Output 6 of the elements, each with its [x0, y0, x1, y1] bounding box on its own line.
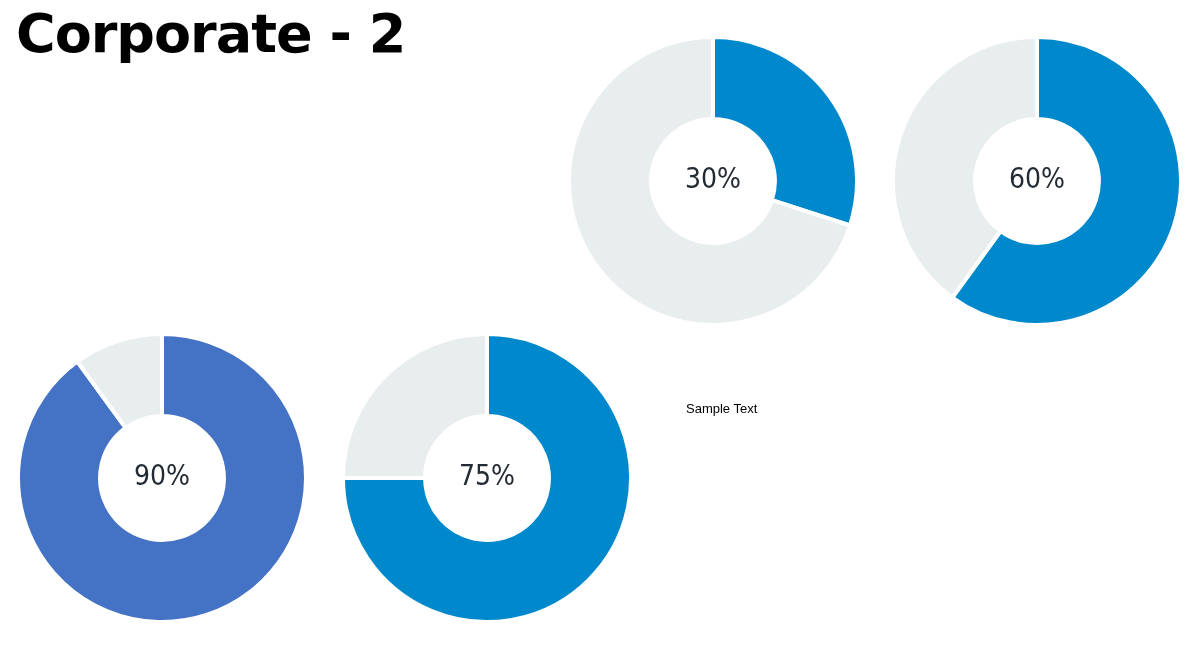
text: 75% [459, 459, 515, 493]
text: Corporate - 2 [16, 2, 406, 65]
text: 30% [685, 162, 741, 196]
text: 90% [134, 459, 190, 493]
text: 60% [1009, 162, 1065, 196]
text: Sample Text [686, 401, 758, 416]
